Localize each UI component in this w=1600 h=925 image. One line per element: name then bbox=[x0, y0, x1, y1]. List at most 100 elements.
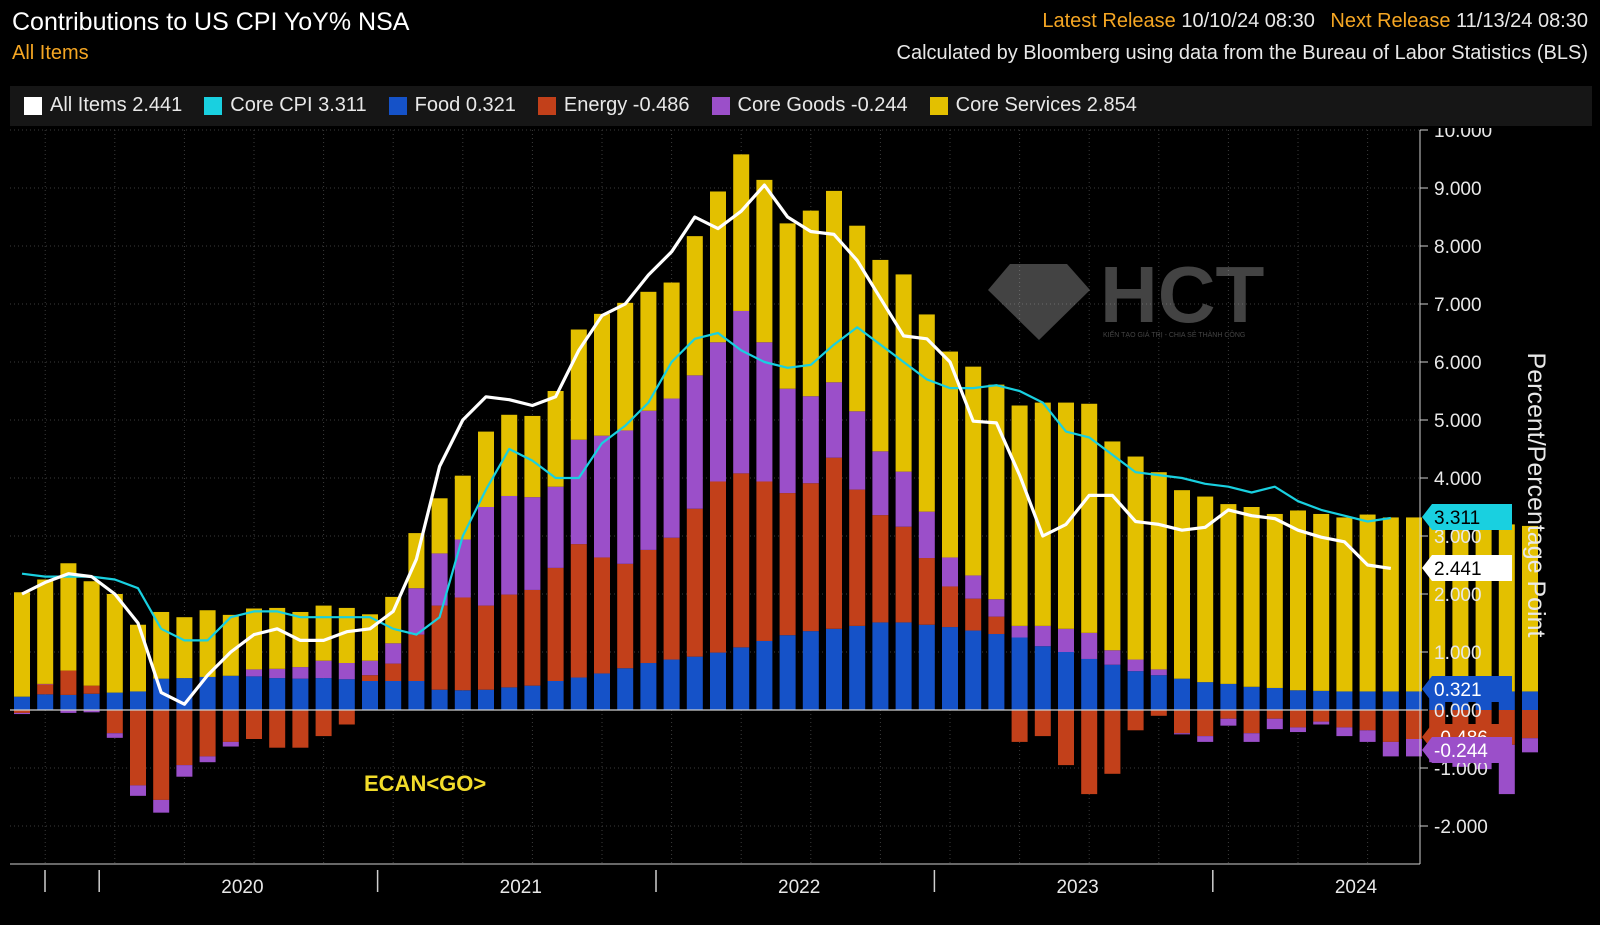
bar-core-goods bbox=[1406, 739, 1422, 757]
bar-food bbox=[710, 652, 726, 710]
bar-core-services bbox=[942, 351, 958, 558]
bar-food bbox=[1081, 658, 1098, 710]
bar-core-services bbox=[1313, 513, 1330, 691]
bar-energy bbox=[1011, 710, 1028, 742]
bar-energy bbox=[338, 710, 355, 725]
bar-energy bbox=[37, 683, 54, 695]
bar-energy bbox=[1522, 710, 1538, 739]
bar-core-goods bbox=[547, 486, 564, 568]
bar-food bbox=[1336, 691, 1353, 710]
bar-core-goods bbox=[756, 342, 773, 482]
bar-core-goods bbox=[733, 310, 750, 474]
bar-core-goods bbox=[501, 495, 518, 595]
bar-food bbox=[570, 677, 587, 710]
series-lines bbox=[21, 183, 1392, 706]
bar-energy bbox=[1174, 710, 1190, 734]
bar-energy bbox=[1359, 710, 1376, 731]
bar-energy bbox=[408, 634, 425, 681]
next-release-value: 11/13/24 08:30 bbox=[1456, 10, 1588, 32]
bar-food bbox=[547, 681, 564, 710]
legend-item-core-services[interactable]: Core Services 2.854 bbox=[929, 94, 1137, 117]
bar-core-goods bbox=[1058, 628, 1074, 652]
bar-core-goods bbox=[1313, 721, 1330, 725]
latest-release-label: Latest Release bbox=[1042, 10, 1176, 32]
bar-core-services bbox=[617, 302, 634, 431]
bar-core-goods bbox=[83, 710, 100, 713]
bar-core-goods bbox=[106, 733, 123, 738]
bar-energy bbox=[918, 558, 935, 625]
bar-food bbox=[779, 635, 796, 710]
chart-title: Contributions to US CPI YoY% NSA bbox=[12, 8, 410, 36]
bar-core-services bbox=[478, 431, 494, 507]
bar-food bbox=[338, 679, 355, 710]
bar-core-services bbox=[362, 614, 378, 661]
legend-item-food[interactable]: Food 0.321 bbox=[388, 94, 516, 117]
bar-energy bbox=[1150, 710, 1167, 716]
bar-core-goods bbox=[292, 667, 309, 679]
bar-core-services bbox=[454, 475, 471, 540]
bar-core-services bbox=[1127, 456, 1144, 660]
bar-core-services bbox=[1336, 517, 1353, 692]
bar-core-services bbox=[153, 611, 170, 679]
bar-food bbox=[965, 630, 982, 710]
legend-label-energy: Energy -0.486 bbox=[563, 94, 690, 116]
legend-item-core-cpi[interactable]: Core CPI 3.311 bbox=[204, 94, 367, 117]
bar-energy bbox=[315, 710, 332, 737]
bar-energy bbox=[1058, 710, 1074, 766]
bar-energy bbox=[292, 710, 309, 748]
bar-core-goods bbox=[779, 388, 796, 494]
legend-swatch-core-cpi bbox=[204, 96, 223, 115]
bar-food bbox=[130, 691, 146, 710]
bar-core-goods bbox=[1104, 650, 1121, 665]
bar-energy bbox=[524, 589, 541, 686]
bar-core-services bbox=[338, 607, 355, 664]
legend-item-energy[interactable]: Energy -0.486 bbox=[537, 94, 690, 117]
bar-core-goods bbox=[385, 643, 402, 664]
bar-food bbox=[1406, 691, 1422, 710]
y-tick-label: -2.000 bbox=[1434, 817, 1488, 838]
bar-core-services bbox=[1382, 517, 1399, 692]
bar-food bbox=[756, 640, 773, 710]
legend-swatch-energy bbox=[537, 96, 556, 115]
legend-label-all-items: All Items 2.441 bbox=[50, 94, 183, 116]
chart-subtitle[interactable]: All Items bbox=[12, 42, 89, 64]
bar-energy bbox=[269, 710, 286, 748]
bar-core-services bbox=[1034, 402, 1051, 626]
bar-core-services bbox=[663, 282, 680, 399]
legend-label-core-cpi: Core CPI 3.311 bbox=[230, 94, 367, 116]
source-note: Calculated by Bloomberg using data from … bbox=[896, 42, 1588, 64]
bar-core-services bbox=[1197, 496, 1214, 683]
bar-core-services bbox=[872, 259, 889, 452]
bar-energy bbox=[130, 710, 146, 786]
bar-food bbox=[1127, 671, 1144, 710]
end-label-food: 0.321 bbox=[1434, 680, 1482, 701]
bar-food bbox=[292, 678, 309, 710]
bar-energy bbox=[1290, 710, 1306, 728]
bar-core-goods bbox=[431, 553, 448, 606]
bar-food bbox=[802, 631, 819, 710]
bar-core-services bbox=[176, 617, 193, 679]
bar-food bbox=[454, 690, 471, 710]
bar-energy bbox=[686, 508, 703, 657]
bar-core-services bbox=[1475, 523, 1492, 692]
y-axis-title: Percent/Percentage Point bbox=[1522, 353, 1550, 638]
bar-core-goods bbox=[710, 342, 726, 482]
legend-swatch-core-goods bbox=[711, 96, 730, 115]
legend-swatch-all-items bbox=[24, 96, 42, 115]
bar-energy bbox=[431, 605, 448, 690]
bar-core-services bbox=[130, 624, 146, 692]
bar-core-goods bbox=[849, 411, 866, 490]
bar-core-services bbox=[37, 579, 54, 684]
bar-core-goods bbox=[895, 471, 912, 527]
latest-release-value: 10/10/24 08:30 bbox=[1181, 10, 1315, 32]
legend-item-core-goods[interactable]: Core Goods -0.244 bbox=[711, 94, 908, 117]
bar-food bbox=[942, 627, 958, 710]
legend-swatch-core-services bbox=[929, 96, 948, 115]
bar-energy bbox=[710, 481, 726, 653]
bar-core-services bbox=[269, 607, 286, 669]
bar-food bbox=[826, 628, 842, 710]
bar-core-services bbox=[1522, 525, 1538, 692]
legend-item-all-items[interactable]: All Items 2.441 bbox=[24, 94, 182, 117]
bar-core-goods bbox=[826, 382, 842, 458]
bar-energy bbox=[826, 457, 842, 629]
